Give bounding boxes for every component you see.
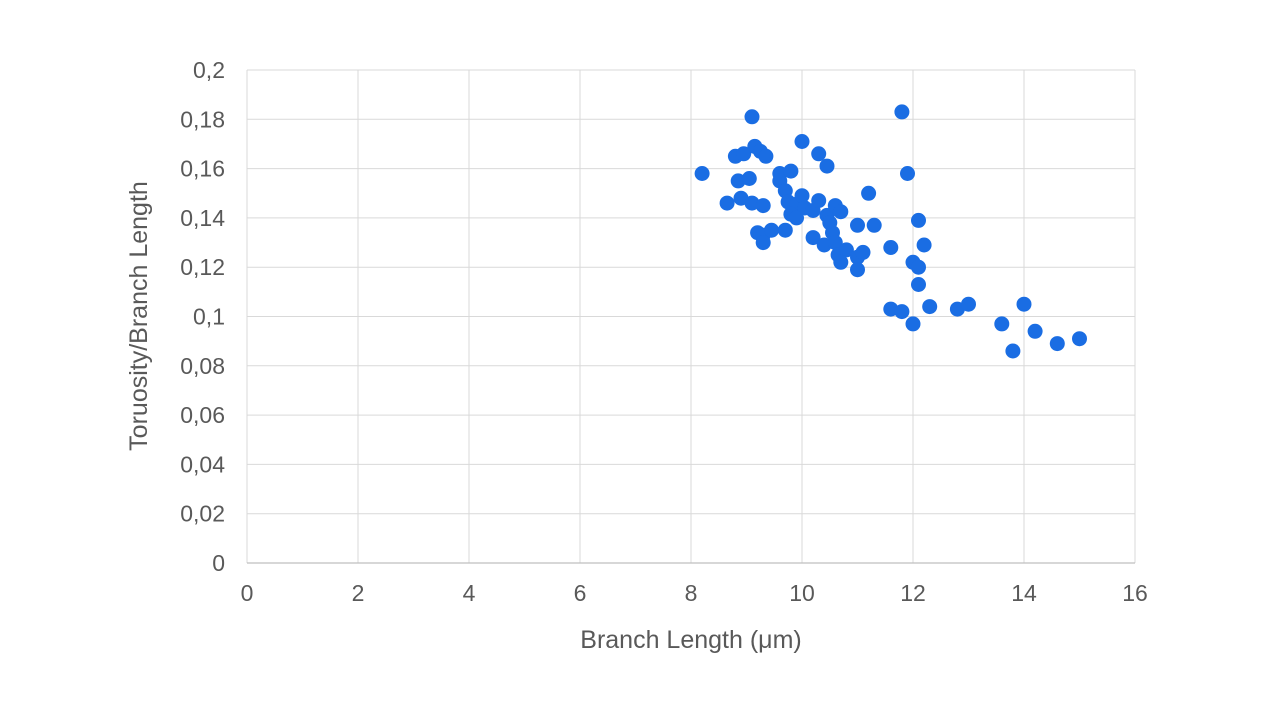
data-point — [719, 195, 735, 211]
gridlines — [246, 69, 1136, 563]
x-tick-label: 16 — [1122, 580, 1148, 606]
data-point — [1027, 323, 1043, 339]
data-point — [905, 316, 921, 332]
data-point — [911, 259, 926, 275]
data-point — [764, 222, 779, 238]
data-point — [861, 185, 877, 201]
data-points — [694, 104, 1087, 359]
data-point — [866, 217, 882, 233]
data-point — [694, 166, 710, 181]
data-point — [794, 188, 810, 204]
x-tick-label: 12 — [900, 580, 926, 606]
y-tick-label: 0,16 — [180, 156, 225, 182]
data-point — [911, 212, 926, 228]
data-point — [744, 109, 760, 125]
data-point — [911, 277, 926, 292]
data-point — [1005, 343, 1021, 359]
data-point — [789, 210, 804, 226]
x-tick-label: 0 — [241, 580, 254, 606]
data-point — [741, 171, 757, 186]
y-tick-label: 0,2 — [193, 57, 225, 83]
data-point — [755, 198, 771, 214]
data-point — [755, 235, 771, 251]
data-point — [833, 254, 849, 270]
y-axis-title: Toruosity/Branch Length — [125, 181, 153, 451]
x-tick-label: 8 — [685, 580, 698, 606]
x-tick-label: 2 — [352, 580, 365, 606]
data-point — [1016, 296, 1032, 312]
data-point — [994, 316, 1010, 332]
y-tick-label: 0,1 — [193, 304, 225, 330]
data-point — [758, 148, 774, 164]
data-point — [805, 230, 821, 246]
data-point — [850, 262, 865, 278]
data-point — [838, 242, 854, 258]
data-point — [736, 146, 752, 162]
x-tick-label: 4 — [463, 580, 476, 606]
y-tick-label: 0,02 — [180, 501, 225, 527]
data-point — [794, 134, 810, 149]
y-tick-label: 0,06 — [180, 402, 225, 428]
data-point — [777, 222, 793, 238]
data-point — [916, 237, 932, 253]
data-point — [783, 163, 799, 179]
y-tick-label: 0,14 — [180, 205, 225, 231]
y-tick-label: 0,12 — [180, 254, 225, 280]
y-tick-label: 0,18 — [180, 106, 225, 132]
data-point — [819, 158, 835, 174]
data-point — [961, 296, 976, 312]
y-tick-label: 0 — [212, 550, 225, 576]
data-point — [1072, 331, 1087, 347]
data-point — [811, 193, 827, 209]
data-point — [1049, 336, 1065, 352]
data-point — [827, 235, 843, 251]
y-tick-labels: 0 0,02 0,04 0,06 0,08 0,1 0,12 0,14 0,16 0,18 0,2 — [180, 57, 225, 576]
data-point — [894, 104, 910, 120]
data-point — [922, 299, 938, 315]
x-tick-label: 14 — [1011, 580, 1037, 606]
y-tick-label: 0,08 — [180, 353, 225, 379]
x-tick-label: 10 — [789, 580, 815, 606]
x-tick-labels: 0 2 4 6 8 10 12 14 16 — [241, 580, 1148, 606]
data-point — [883, 240, 899, 255]
data-point — [900, 166, 915, 181]
data-point — [894, 304, 910, 320]
data-point — [833, 204, 849, 220]
data-point — [744, 195, 760, 211]
data-point — [855, 244, 871, 260]
x-tick-label: 6 — [574, 580, 587, 606]
x-axis-title: Branch Length (μm) — [580, 626, 801, 654]
data-point — [811, 146, 827, 162]
y-tick-label: 0,04 — [180, 451, 225, 477]
data-point — [850, 217, 865, 233]
